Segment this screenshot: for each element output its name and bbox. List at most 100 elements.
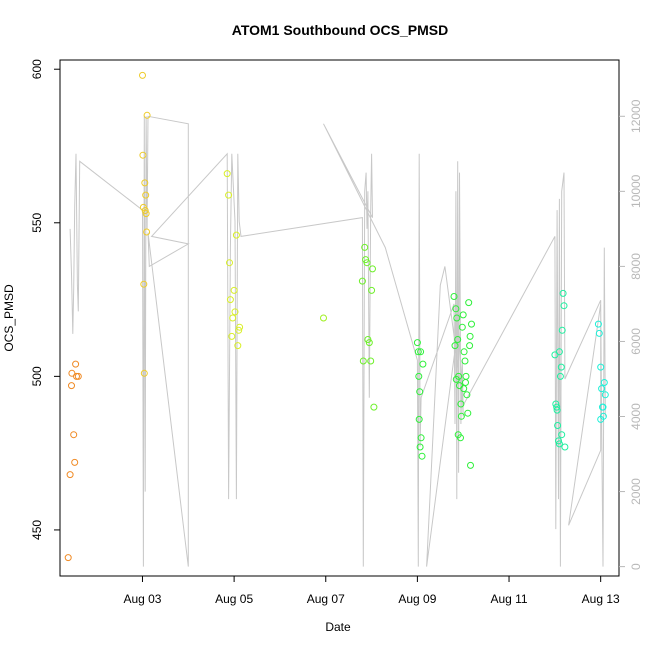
- data-point: [554, 422, 562, 429]
- data-point: [452, 375, 460, 383]
- data-point: [601, 391, 609, 399]
- y2-tick-label: 2000: [629, 478, 643, 505]
- data-point: [416, 388, 424, 396]
- data-point: [142, 191, 150, 199]
- x-axis-label: Date: [325, 620, 351, 634]
- axes: Aug 03 Aug 05 Aug 07 Aug 09 Aug 11 Aug 13 450 5…: [30, 59, 643, 606]
- data-point: [370, 403, 378, 411]
- y2-tick-label: 12000: [629, 99, 643, 133]
- data-point: [555, 348, 563, 356]
- data-point: [466, 342, 474, 350]
- data-point: [463, 391, 471, 399]
- data-point: [415, 372, 423, 380]
- data-points: [64, 71, 609, 562]
- data-point: [226, 259, 233, 267]
- data-point: [594, 320, 602, 328]
- data-point: [367, 357, 375, 365]
- data-point: [141, 179, 149, 187]
- data-point: [365, 339, 373, 347]
- data-point: [555, 437, 562, 445]
- data-point: [600, 379, 608, 386]
- data-point: [553, 403, 561, 411]
- data-point: [320, 314, 327, 322]
- data-point: [559, 289, 567, 297]
- data-point: [74, 372, 82, 380]
- data-point: [595, 329, 603, 337]
- data-point: [228, 332, 236, 340]
- data-point: [557, 363, 565, 371]
- data-point: [140, 280, 148, 288]
- data-point: [142, 210, 150, 218]
- data-point: [66, 471, 74, 479]
- data-point: [558, 326, 566, 334]
- y2-tick-label: 0: [629, 563, 643, 570]
- data-point: [223, 170, 231, 178]
- y-tick-label: 500: [30, 366, 44, 386]
- data-point: [139, 151, 147, 159]
- data-point: [358, 277, 366, 285]
- data-point: [415, 415, 423, 423]
- data-point: [460, 348, 468, 356]
- data-point: [417, 434, 425, 442]
- data-point: [68, 382, 75, 390]
- data-point: [597, 363, 605, 371]
- data-point: [598, 385, 606, 393]
- data-point: [143, 111, 151, 119]
- chart-title: ATOM1 Southbound OCS_PMSD: [232, 22, 448, 38]
- data-point: [556, 372, 564, 380]
- data-point: [230, 286, 238, 294]
- data-point: [454, 431, 462, 439]
- data-point: [416, 443, 424, 451]
- data-point: [453, 314, 461, 322]
- data-point: [140, 369, 148, 377]
- data-point: [468, 320, 475, 328]
- data-point: [464, 409, 472, 417]
- plot-area-frame: [59, 59, 620, 577]
- data-point: [361, 243, 369, 251]
- data-point: [555, 440, 563, 448]
- data-point: [229, 314, 237, 322]
- data-point: [458, 323, 466, 331]
- x-tick-label: Aug 05: [215, 592, 253, 606]
- x-tick-label: Aug 11: [490, 592, 527, 606]
- data-point: [225, 191, 233, 199]
- data-point: [462, 372, 470, 380]
- y-tick-label: 450: [30, 520, 44, 540]
- y2-tick-label: 4000: [629, 403, 643, 430]
- y-axis-label: OCS_PMSD: [2, 284, 16, 352]
- data-point: [417, 348, 425, 356]
- data-point: [231, 308, 239, 316]
- x-tick-label: Aug 13: [582, 592, 620, 606]
- data-point: [467, 461, 474, 469]
- y2-tick-label: 6000: [629, 328, 643, 355]
- data-point: [465, 299, 473, 307]
- data-point: [454, 336, 462, 343]
- data-point: [457, 412, 465, 420]
- data-point: [460, 385, 468, 393]
- data-point: [234, 342, 242, 350]
- data-point: [599, 403, 607, 411]
- x-tick-label: Aug 03: [123, 592, 161, 606]
- secondary-line-path: [69, 115, 606, 567]
- data-point: [235, 326, 243, 334]
- x-tick-label: Aug 09: [398, 592, 436, 606]
- y2-tick-label: 10000: [629, 174, 643, 208]
- data-point: [64, 554, 72, 562]
- data-point: [553, 406, 561, 414]
- data-point: [459, 311, 467, 319]
- x-tick-label: Aug 07: [307, 592, 345, 606]
- data-point: [558, 431, 566, 439]
- y2-tick-label: 8000: [629, 253, 643, 280]
- data-point: [70, 431, 78, 439]
- data-point: [561, 443, 569, 451]
- data-point: [461, 357, 469, 365]
- data-point: [418, 452, 426, 460]
- data-point: [452, 305, 460, 313]
- y-tick-label: 550: [30, 212, 44, 232]
- secondary-series-line: [69, 115, 606, 567]
- data-point: [369, 265, 376, 273]
- data-point: [232, 231, 240, 239]
- data-point: [450, 293, 458, 300]
- data-point: [597, 415, 605, 423]
